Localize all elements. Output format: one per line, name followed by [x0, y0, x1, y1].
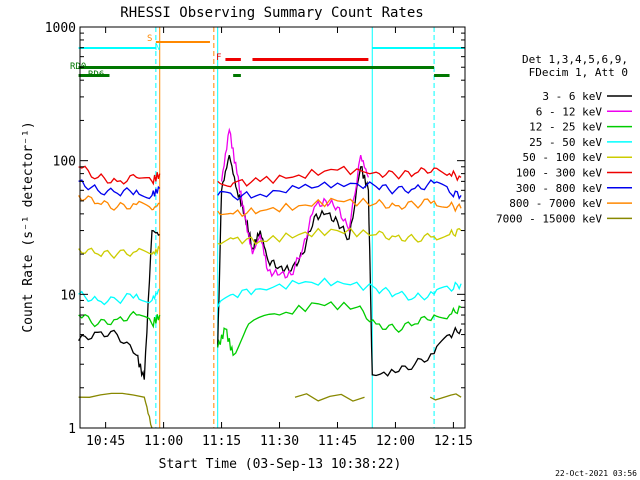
flag-label-s: S	[147, 34, 152, 44]
flag-bar-rd6-2	[233, 74, 241, 77]
series-line-3-seg-0	[78, 288, 161, 306]
flag-label-rd6: RD6	[88, 70, 104, 80]
x-tick-label-3: 11:30	[260, 434, 299, 449]
flag-bar-n-5	[372, 47, 465, 49]
series-line-6-seg-0	[78, 179, 161, 200]
series-line-8-seg-2	[429, 393, 462, 401]
flag-bar-rd6-3	[434, 74, 450, 77]
legend-header-line-0: Det 1,3,4,5,6,9,	[522, 53, 628, 66]
axes: 10:45 11:00 11:15 11:30 11:45 12:00 12:15 1 10 10…	[45, 21, 473, 449]
y-axis-label: Count Rate (s⁻¹ detector⁻¹)	[21, 121, 36, 332]
flag-bar-rd0-0	[78, 66, 435, 69]
legend-header-line-1: FDecim 1, Att 0	[529, 66, 628, 79]
legend: Det 1,3,4,5,6,9,FDecim 1, Att 0 3 - 6 keV…	[496, 53, 632, 225]
series-line-1-seg-0	[220, 127, 370, 279]
series-line-8-seg-0	[78, 392, 153, 429]
series-line-0-seg-0	[78, 229, 160, 380]
flag-label-rd0: RD0	[70, 62, 86, 72]
legend-label-1: 6 - 12 keV	[536, 105, 603, 118]
legend-label-2: 12 - 25 keV	[529, 121, 602, 134]
flag-label-n: N	[155, 43, 160, 53]
series-line-8-seg-1	[294, 393, 365, 402]
series-line-7-seg-1	[217, 197, 462, 218]
flag-bar-rd6-1	[78, 74, 110, 77]
legend-label-3: 25 - 50 keV	[529, 136, 602, 149]
y-tick-label-3: 1000	[45, 21, 76, 36]
x-tick-label-1: 11:00	[144, 434, 183, 449]
y-tick-label-0: 1	[68, 422, 76, 437]
plot-frame	[79, 26, 466, 429]
series-line-5-seg-1	[217, 165, 462, 188]
x-axis-label: Start Time (03-Sep-13 10:38:22)	[159, 457, 402, 472]
flag-bar-s-6	[155, 41, 210, 43]
series-line-5-seg-0	[78, 165, 161, 186]
series-line-4-seg-0	[78, 245, 161, 260]
series-line-7-seg-0	[78, 195, 160, 211]
y-tick-label-2: 100	[53, 155, 76, 170]
legend-label-7: 800 - 7000 keV	[509, 197, 602, 210]
series-line-6-seg-1	[217, 179, 462, 201]
series-line-2-seg-0	[78, 310, 161, 329]
x-tick-label-4: 11:45	[318, 434, 357, 449]
footer-date: 22-Oct-2021 03:56	[555, 469, 637, 478]
flag-label-f: F	[216, 53, 221, 63]
x-tick-label-6: 12:15	[434, 434, 473, 449]
series-line-3-seg-1	[217, 277, 462, 308]
legend-label-5: 100 - 300 keV	[516, 167, 602, 180]
x-tick-label-0: 10:45	[86, 434, 125, 449]
x-tick-label-5: 12:00	[376, 434, 415, 449]
flag-bar-f-8	[252, 58, 369, 61]
legend-label-0: 3 - 6 keV	[542, 90, 602, 103]
legend-label-6: 300 - 800 keV	[516, 182, 602, 195]
legend-label-4: 50 - 100 keV	[523, 151, 603, 164]
flag-bar-n-4	[78, 47, 156, 49]
x-tick-label-2: 11:15	[202, 434, 241, 449]
legend-label-8: 7000 - 15000 keV	[496, 212, 602, 225]
y-tick-label-1: 10	[60, 288, 76, 303]
chart-title: RHESSI Observing Summary Count Rates	[120, 5, 423, 21]
series-line-2-seg-1	[217, 301, 462, 357]
flag-bar-f-7	[225, 58, 241, 61]
series-line-4-seg-1	[217, 227, 462, 246]
